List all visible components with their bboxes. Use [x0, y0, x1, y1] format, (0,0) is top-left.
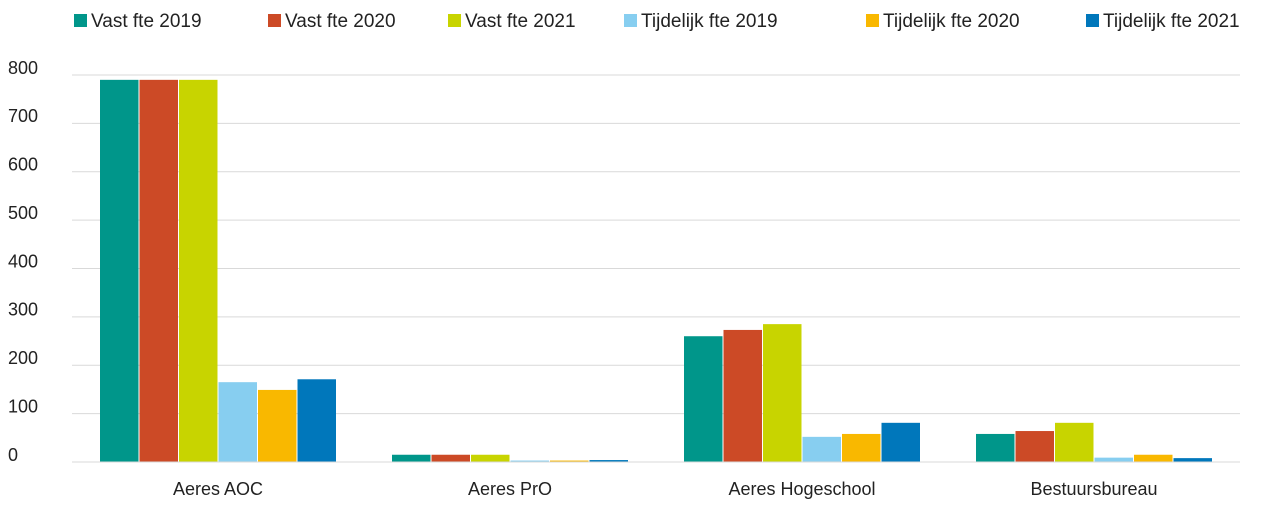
bar	[100, 79, 139, 463]
bar	[684, 336, 723, 462]
bar	[881, 422, 920, 462]
bar	[431, 454, 470, 462]
legend-marker	[1086, 14, 1099, 27]
legend-marker	[448, 14, 461, 27]
legend: Vast fte 2019 Vast fte 2020 Vast fte 2021 T…	[74, 11, 1240, 32]
x-tick-label: Aeres AOC	[173, 479, 263, 499]
y-tick-label: 300	[8, 300, 38, 320]
y-tick-label: 200	[8, 348, 38, 368]
legend-marker	[624, 14, 637, 27]
bar	[139, 79, 178, 463]
y-tick-label: 100	[8, 396, 38, 416]
legend-marker	[866, 14, 879, 27]
bar	[976, 433, 1015, 462]
bar	[179, 79, 218, 463]
bar	[589, 460, 628, 462]
y-tick-label: 500	[8, 203, 38, 223]
bar	[802, 436, 841, 462]
bar	[510, 460, 549, 462]
legend-label: Vast fte 2021	[465, 11, 576, 32]
bar	[1173, 458, 1212, 462]
legend-marker	[268, 14, 281, 27]
bar	[1055, 422, 1094, 462]
bar	[218, 382, 257, 462]
legend-label: Tijdelijk fte 2020	[883, 11, 1020, 32]
x-tick-label: Aeres Hogeschool	[728, 479, 875, 499]
bar	[471, 454, 510, 462]
bar	[392, 454, 431, 462]
x-tick-label: Aeres PrO	[468, 479, 552, 499]
bar	[1015, 431, 1054, 462]
x-tick-label: Bestuursbureau	[1030, 479, 1157, 499]
legend-label: Vast fte 2019	[91, 11, 202, 32]
bar	[1134, 454, 1173, 462]
y-tick-label: 600	[8, 155, 38, 175]
bar	[297, 379, 336, 462]
y-tick-label: 800	[8, 58, 38, 78]
y-tick-label: 400	[8, 251, 38, 271]
bar	[842, 433, 881, 462]
y-tick-label: 700	[8, 106, 38, 126]
legend-label: Tijdelijk fte 2019	[641, 11, 778, 32]
bar	[723, 329, 762, 462]
y-tick-label: 0	[8, 445, 18, 465]
bar	[1094, 457, 1133, 462]
bar	[258, 389, 297, 462]
legend-label: Vast fte 2020	[285, 11, 396, 32]
bar	[550, 460, 589, 462]
legend-label: Tijdelijk fte 2021	[1103, 11, 1240, 32]
legend-marker	[74, 14, 87, 27]
bar	[763, 324, 802, 462]
